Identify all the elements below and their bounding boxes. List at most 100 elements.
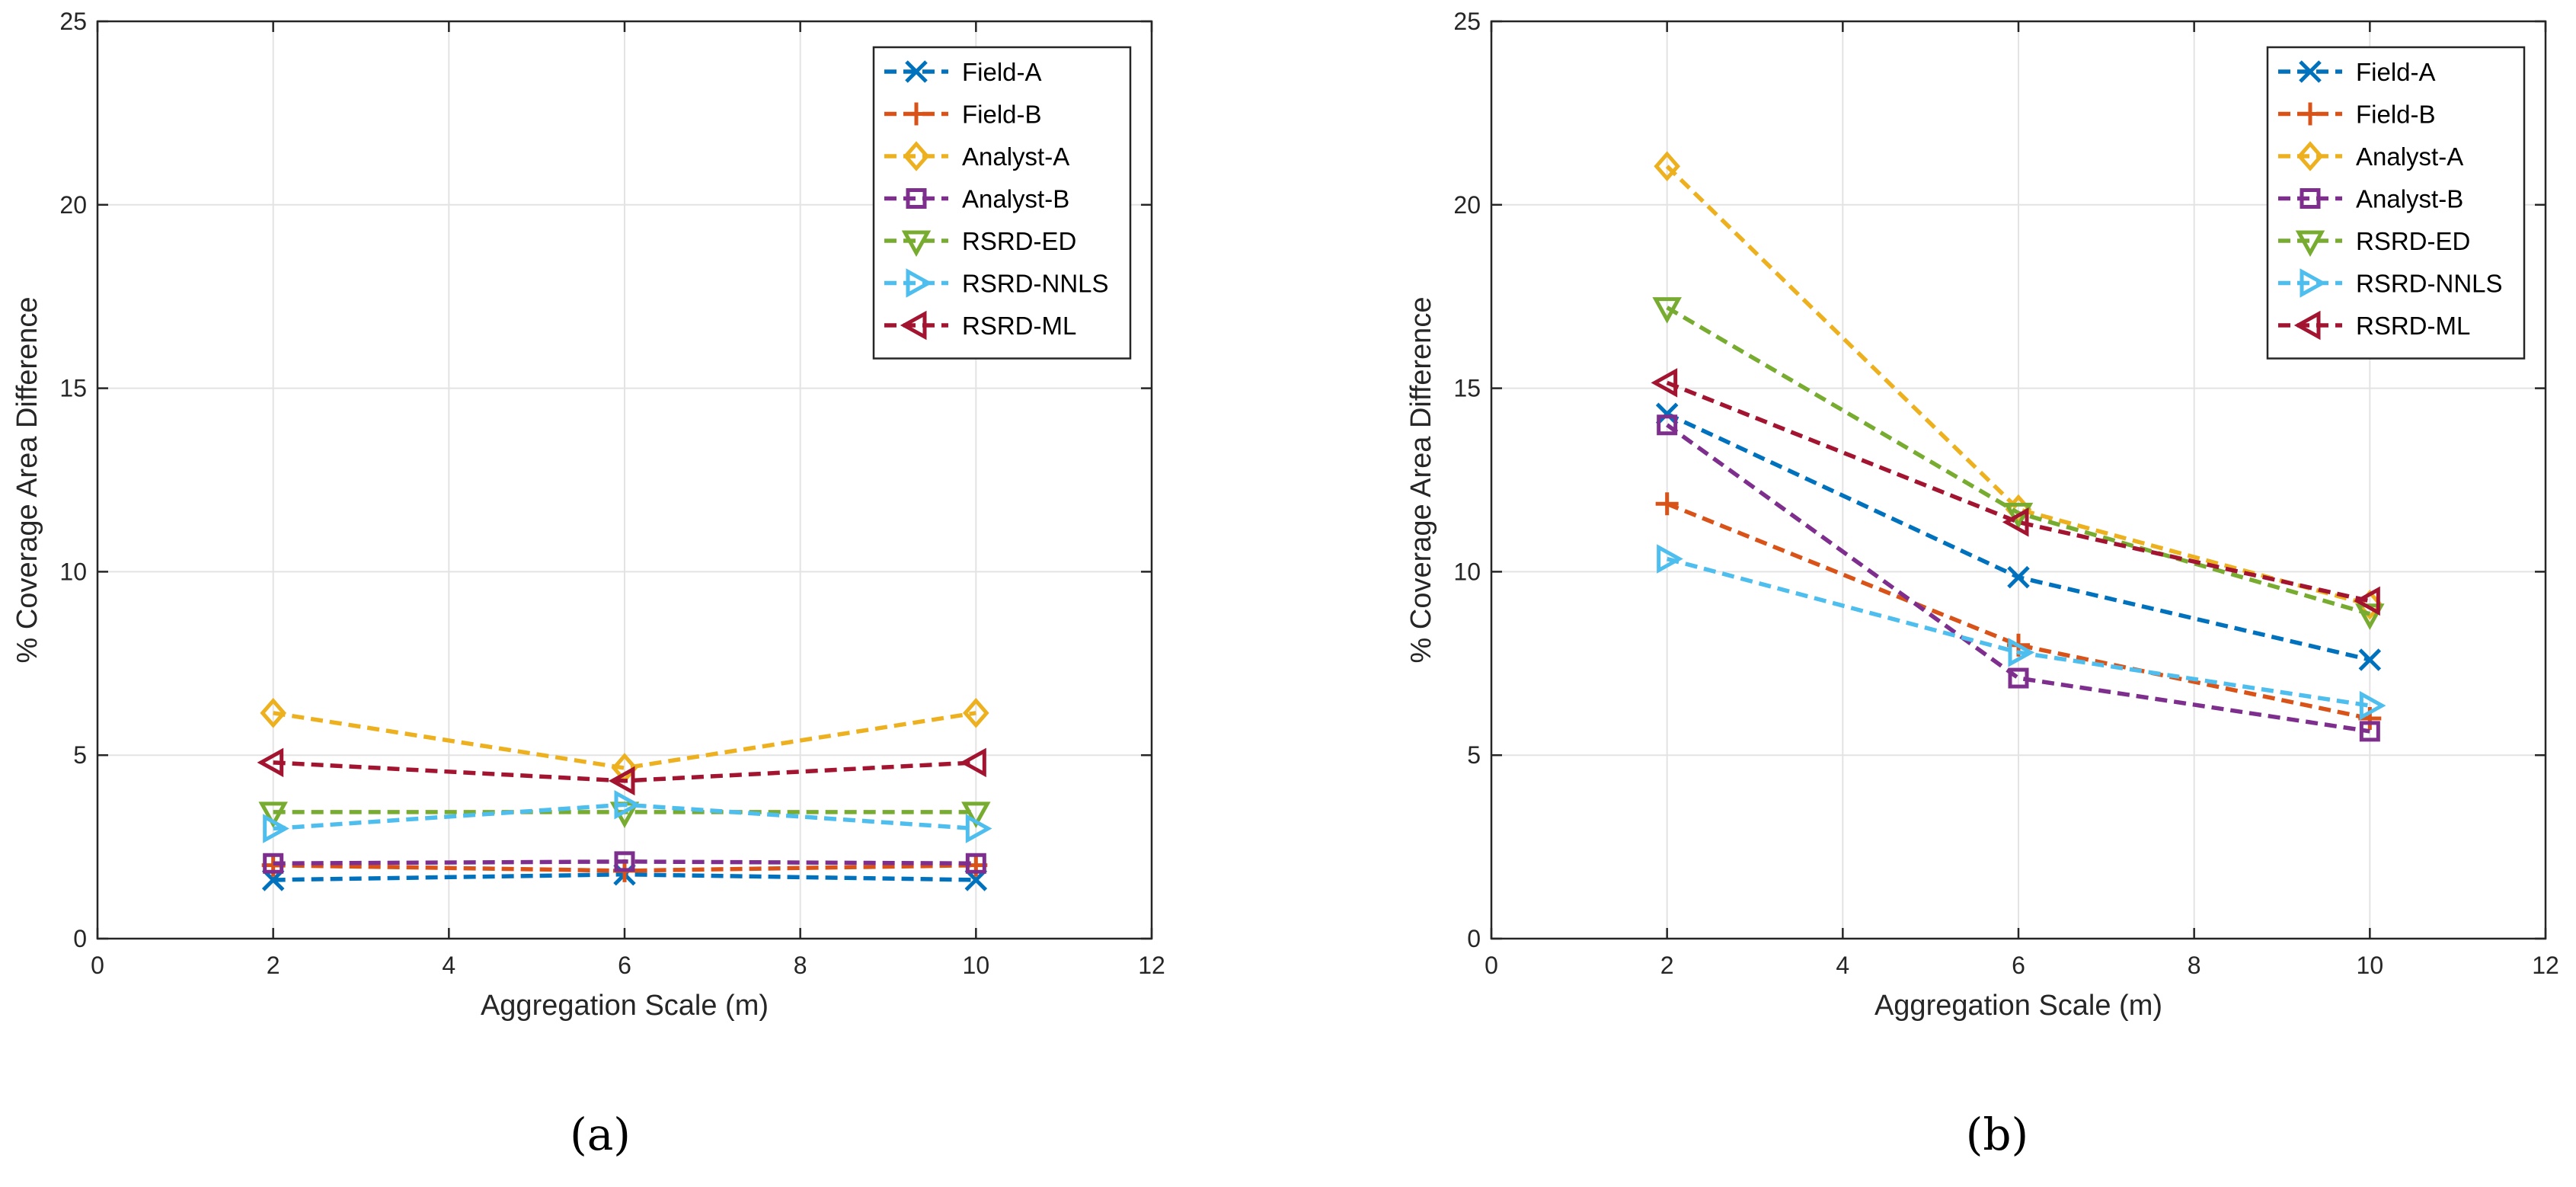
legend-marker-rsrd-ml xyxy=(900,310,927,341)
y-tick-label: 25 xyxy=(59,8,87,35)
legend-box xyxy=(2266,46,2526,360)
series-analyst-b xyxy=(263,851,986,874)
data-point-rsrd-nnls xyxy=(965,814,992,843)
series-rsrd-nnls xyxy=(1657,544,2386,721)
series-line-rsrd-nnls xyxy=(273,802,976,831)
data-point-field-a xyxy=(2007,565,2030,589)
caption-b: (b) xyxy=(1965,1109,2029,1160)
legend-label-field-a: Field-A xyxy=(2356,58,2436,86)
data-point-rsrd-ml xyxy=(257,747,284,778)
y-tick-label: 20 xyxy=(1453,191,1481,219)
y-tick-label: 0 xyxy=(73,925,87,952)
legend-label-rsrd-ml: RSRD-ML xyxy=(962,312,1076,340)
data-point-rsrd-ed xyxy=(2003,502,2034,530)
legend-marker-rsrd-ed xyxy=(2295,230,2325,258)
series-line-analyst-b xyxy=(1666,423,2370,734)
legend-marker-analyst-b xyxy=(2300,188,2321,209)
legend-marker-field-b xyxy=(2299,102,2322,126)
legend-label-rsrd-nnls: RSRD-NNLS xyxy=(962,270,1109,298)
data-point-analyst-a xyxy=(1654,151,1680,182)
legend-label-field-a: Field-A xyxy=(962,58,1042,86)
data-point-rsrd-ed xyxy=(1652,297,1682,324)
data-point-analyst-a xyxy=(260,698,286,728)
legend-label-analyst-b: Analyst-B xyxy=(962,185,1069,213)
data-point-analyst-b xyxy=(2008,667,2029,689)
data-point-rsrd-nnls xyxy=(614,789,641,820)
x-tick-label: 4 xyxy=(1836,952,1849,979)
data-point-rsrd-ml xyxy=(2354,586,2380,616)
y-tick-label: 5 xyxy=(1467,741,1481,769)
x-tick-label: 8 xyxy=(2188,952,2201,979)
data-point-rsrd-nnls xyxy=(263,814,289,843)
data-point-analyst-b xyxy=(614,851,635,872)
legend: Field-A Field-B Analyst-A Analyst-B RSRD-ED R… xyxy=(872,46,1132,360)
data-point-rsrd-ml xyxy=(608,766,635,796)
legend-label-analyst-b: Analyst-B xyxy=(2356,185,2463,213)
chart-panel-a: 0 2 4 6 8 10 12 0 5 10 15 20 25 Aggregation Scale (m)… xyxy=(11,8,1165,1022)
legend-marker-rsrd-ed xyxy=(901,230,932,258)
legend-marker-rsrd-nnls xyxy=(906,268,933,298)
x-tick-label: 0 xyxy=(1485,952,1498,979)
y-axis-label: % Coverage Area Difference xyxy=(1405,297,1437,664)
series-line-analyst-b xyxy=(273,859,976,866)
series-line-rsrd-ml xyxy=(1666,380,2370,603)
data-point-analyst-b xyxy=(2359,721,2380,742)
x-tick-label: 0 xyxy=(91,952,104,979)
data-point-rsrd-ed xyxy=(2355,603,2385,630)
legend-box xyxy=(872,46,1132,360)
legend: Field-A Field-B Analyst-A Analyst-B RSRD-ED R… xyxy=(2266,46,2526,360)
x-tick-label: 12 xyxy=(2532,952,2559,979)
x-tick-label: 6 xyxy=(618,952,631,979)
data-point-rsrd-ml xyxy=(2002,507,2029,537)
x-tick-label: 10 xyxy=(963,952,990,979)
series-line-analyst-a xyxy=(273,711,976,770)
y-tick-label: 10 xyxy=(1453,558,1481,585)
data-point-analyst-b xyxy=(263,853,284,874)
legend-label-rsrd-nnls: RSRD-NNLS xyxy=(2356,270,2503,298)
data-point-field-a xyxy=(2358,648,2382,671)
legend-label-rsrd-ed: RSRD-ED xyxy=(2356,227,2470,255)
y-tick-label: 0 xyxy=(1467,925,1481,952)
data-point-rsrd-ml xyxy=(1651,368,1678,398)
series-rsrd-ml xyxy=(257,747,986,796)
data-point-rsrd-nnls xyxy=(1657,544,1683,574)
x-tick-label: 10 xyxy=(2357,952,2384,979)
legend-marker-analyst-a xyxy=(2296,141,2324,171)
legend-label-analyst-a: Analyst-A xyxy=(962,142,1069,171)
series-line-rsrd-nnls xyxy=(1666,556,2370,708)
x-tick-label: 12 xyxy=(1138,952,1165,979)
y-tick-label: 5 xyxy=(73,741,87,769)
data-point-rsrd-ml xyxy=(960,747,986,778)
x-tick-label: 4 xyxy=(442,952,455,979)
legend-label-field-b: Field-B xyxy=(962,101,1042,129)
series-analyst-b xyxy=(1657,414,2380,742)
series-line-rsrd-ed xyxy=(1666,306,2371,616)
series-rsrd-ml xyxy=(1651,368,2380,616)
y-axis-label: % Coverage Area Difference xyxy=(11,297,43,664)
data-point-rsrd-ed xyxy=(961,801,991,828)
data-point-rsrd-nnls xyxy=(2008,638,2035,667)
legend-label-rsrd-ml: RSRD-ML xyxy=(2356,312,2470,340)
x-tick-label: 2 xyxy=(267,952,280,979)
data-point-rsrd-ed xyxy=(258,801,288,828)
legend-marker-field-b xyxy=(905,102,928,126)
legend-marker-field-a xyxy=(905,60,928,83)
series-line-field-b xyxy=(1666,501,2370,721)
series-rsrd-nnls xyxy=(263,789,992,843)
data-point-rsrd-nnls xyxy=(2359,690,2386,721)
legend-marker-rsrd-ml xyxy=(2293,310,2321,341)
data-point-analyst-b xyxy=(965,853,986,874)
x-tick-label: 6 xyxy=(2012,952,2025,979)
y-tick-label: 25 xyxy=(1453,8,1481,35)
data-point-analyst-a xyxy=(963,698,989,728)
y-tick-label: 15 xyxy=(1453,375,1481,402)
data-point-field-b xyxy=(1655,492,1679,516)
y-tick-label: 20 xyxy=(59,191,87,219)
series-line-rsrd-ml xyxy=(273,760,976,783)
chart-panel-b: 0 2 4 6 8 10 12 0 5 10 15 20 25 Aggregation Scale (m)… xyxy=(1405,8,2559,1022)
legend-marker-rsrd-nnls xyxy=(2300,268,2327,298)
data-point-analyst-b xyxy=(1657,414,1678,436)
legend-label-analyst-a: Analyst-A xyxy=(2356,142,2463,171)
legend-marker-analyst-a xyxy=(903,141,930,171)
